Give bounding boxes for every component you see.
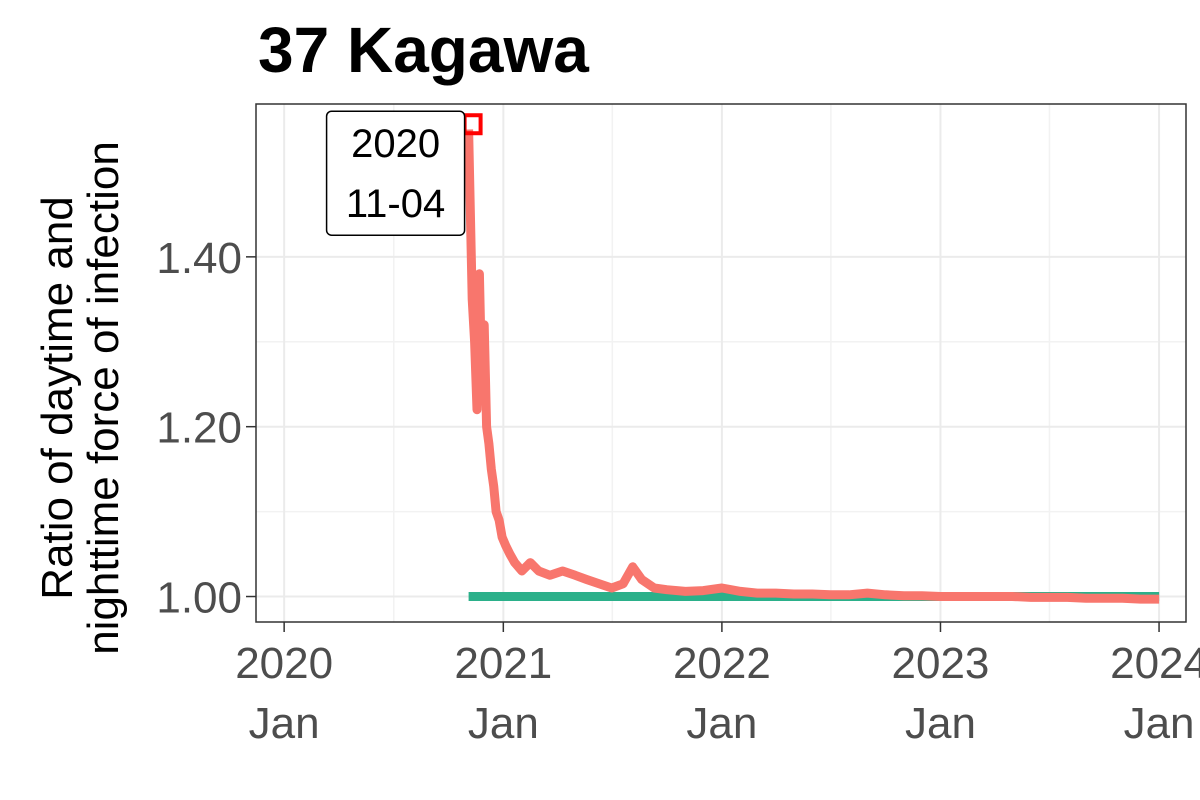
x-tick-label-year: 2024 [1110,639,1200,688]
x-tick-label-month: Jan [249,699,320,748]
y-axis-title-line-1: Ratio of daytime and [33,196,82,600]
x-tick-label-year: 2022 [673,639,771,688]
y-axis: 1.00 1.20 1.40 [156,234,256,623]
y-tick-label: 1.00 [156,574,242,623]
x-axis: 2020 Jan 2021 Jan 2022 Jan 2023 Jan 2024 Jan [235,622,1200,748]
x-tick-label-year: 2021 [454,639,552,688]
annotation-label-box [325,110,466,236]
x-tick-label-year: 2023 [892,639,990,688]
chart-title: 37 Kagawa [258,14,589,86]
x-tick-label-month: Jan [686,699,757,748]
x-tick-label-month: Jan [905,699,976,748]
x-tick-label-month: Jan [1124,699,1195,748]
x-tick-label-month: Jan [468,699,539,748]
y-tick-label: 1.20 [156,404,242,453]
y-tick-label: 1.40 [156,234,242,283]
y-axis-title-line-2: nighttime force of infection [79,141,128,655]
annotation-layer: 2020 11-04 [325,110,483,236]
series-line-0 [464,129,1160,604]
x-tick-label-year: 2020 [235,639,333,688]
annotation-label-line: 2020 [351,122,440,166]
plot-panel-border [255,103,1187,623]
series-layer [464,129,1160,604]
y-axis-title: Ratio of daytime and nighttime force of … [33,141,128,655]
annotation-label-line: 11-04 [346,182,445,226]
